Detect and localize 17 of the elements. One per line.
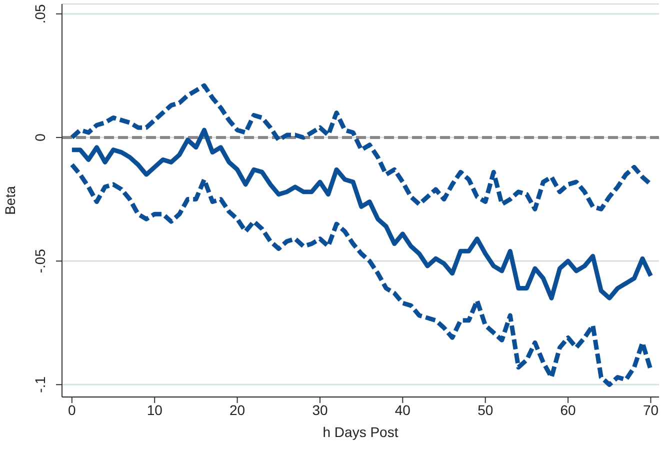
- y-tick-label: .05: [32, 4, 48, 24]
- x-tick-label: 30: [312, 402, 328, 418]
- x-tick-label: 10: [146, 402, 163, 418]
- x-tick-label: 40: [394, 402, 411, 418]
- line-series: [70, 83, 653, 212]
- y-tick-label: 0: [32, 133, 48, 142]
- x-axis-title: h Days Post: [322, 424, 398, 440]
- x-tick-label: 70: [642, 402, 659, 418]
- x-tick-label: 20: [230, 402, 246, 418]
- y-axis-title: Beta: [2, 186, 18, 215]
- y-tick-label: -.05: [32, 248, 48, 274]
- line-series: [70, 128, 653, 300]
- y-tick-label: -.1: [32, 376, 48, 393]
- x-tick-label: 50: [478, 402, 494, 418]
- x-tick-label: 0: [68, 402, 76, 418]
- line-series: [70, 162, 653, 387]
- x-tick-label: 60: [560, 402, 576, 418]
